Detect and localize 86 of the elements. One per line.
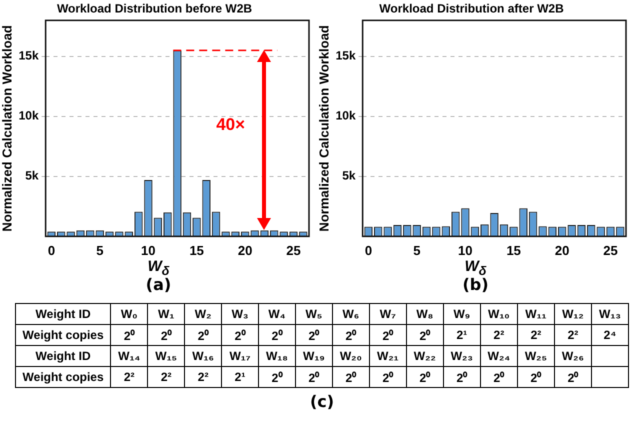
text: 2⁰	[272, 328, 282, 342]
x-tick-label: 15	[189, 242, 204, 258]
text: 2⁰	[568, 370, 578, 384]
text: (b)	[461, 275, 490, 294]
text: 2⁰	[419, 370, 430, 384]
text: 2⁴	[604, 328, 616, 342]
y-tick-label: 10k	[336, 108, 356, 123]
text: W₂₆	[562, 349, 584, 363]
text: 2⁰	[160, 328, 172, 342]
text: W₁₀	[488, 307, 510, 321]
text: (a)	[144, 275, 172, 294]
text: W₀	[120, 307, 138, 321]
x-tick-label: 10	[141, 242, 156, 258]
text: W₄	[268, 307, 286, 321]
x-axis-title: W$_{δ}$	[464, 258, 486, 278]
x-tick-label: 5	[96, 242, 104, 258]
text: W₈	[416, 307, 434, 321]
x-axis-title: W$_{δ}$	[148, 258, 170, 278]
text: 2²	[568, 328, 578, 342]
text: W₁₉	[303, 349, 325, 363]
text: W₂₃	[450, 349, 473, 363]
y-tick-label: 5k	[25, 168, 39, 183]
text: W₂₅	[524, 349, 547, 363]
text: 2⁰	[419, 328, 430, 342]
x-tick-label: 5	[413, 242, 420, 258]
chart-title: Workload Distribution after W2B	[379, 2, 564, 16]
y-tick-label: 10k	[18, 108, 39, 123]
text: W₁	[158, 307, 174, 321]
x-tick-label: 25	[603, 242, 618, 258]
text: W₂₁	[377, 349, 399, 363]
text: 2⁰	[456, 370, 468, 384]
category-label: Weight copies	[22, 370, 104, 384]
text: W₂₀	[340, 349, 362, 363]
y-axis-title: Normalized Calculation Workload	[0, 25, 14, 232]
text: 2²	[530, 328, 542, 342]
text: (c)	[308, 392, 336, 411]
text: 2⁰	[308, 370, 320, 384]
y-tick-label: 15k	[336, 48, 356, 63]
text: 2⁰	[272, 370, 282, 384]
text: 2⁰	[346, 328, 356, 342]
x-tick-label: 25	[286, 242, 301, 258]
text: 2²	[198, 370, 208, 384]
text: W₁₆	[192, 349, 214, 363]
text: 2¹	[456, 328, 468, 342]
text: W₅	[305, 307, 322, 321]
text: W₂₂	[414, 349, 436, 363]
text: W₇	[380, 307, 396, 321]
text: W₆	[342, 307, 360, 321]
y-tick-label: 5k	[342, 168, 356, 183]
category-label: Weight ID	[36, 307, 91, 321]
text: 2¹	[234, 370, 246, 384]
chart-title: Workload Distribution before W2B	[56, 2, 252, 16]
text: 2⁰	[308, 328, 320, 342]
text: 2⁰	[530, 370, 542, 384]
text: 2⁰	[382, 370, 394, 384]
text: W₁₈	[266, 349, 288, 363]
x-tick-label: 20	[238, 242, 252, 258]
text: W₁₅	[155, 349, 178, 363]
text: 2⁰	[346, 370, 356, 384]
category-label: Weight ID	[36, 349, 91, 363]
text: W₁₂	[562, 307, 584, 321]
text: 2⁰	[494, 370, 504, 384]
x-tick-label: 10	[458, 242, 472, 258]
text: 2²	[160, 370, 172, 384]
x-tick-label: 15	[506, 242, 521, 258]
text: 2²	[494, 328, 504, 342]
x-tick-label: 0	[364, 242, 372, 258]
text: W₁₄	[118, 349, 140, 363]
text: W₂₄	[488, 349, 510, 363]
text: 2⁰	[198, 328, 208, 342]
category-label: Weight copies	[22, 328, 104, 342]
text: W₁₃	[599, 307, 621, 321]
text: W₂	[194, 307, 212, 321]
text: W₁₇	[229, 349, 251, 363]
text: W₃	[232, 307, 248, 321]
y-tick-label: 15k	[18, 48, 39, 63]
x-tick-label: 20	[554, 242, 570, 258]
text: 2⁰	[382, 328, 394, 342]
text: 2⁰	[124, 328, 135, 342]
x-tick-label: 0	[48, 242, 56, 258]
text: W₁₁	[525, 307, 547, 321]
text: 2⁰	[234, 328, 246, 342]
text: W₉	[453, 307, 470, 321]
annotation: 40×	[216, 115, 246, 136]
y-axis-title: Normalized Calculation Workload	[316, 25, 332, 232]
text: 2²	[124, 370, 135, 384]
